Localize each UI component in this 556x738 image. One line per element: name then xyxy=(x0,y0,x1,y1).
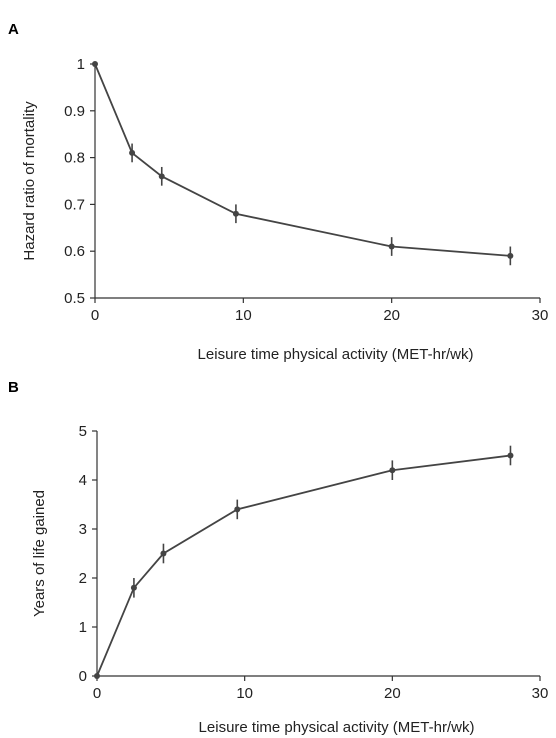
data-point xyxy=(388,243,395,250)
panel-label-b: B xyxy=(8,379,19,396)
x-tick-label: 20 xyxy=(383,307,400,324)
data-point xyxy=(389,467,396,474)
series-line-b xyxy=(96,454,511,677)
x-tick-label: 30 xyxy=(532,685,549,702)
y-tick-label: 0.9 xyxy=(64,103,85,120)
x-tick-label: 10 xyxy=(235,307,252,324)
y-axis-label-b: Years of life gained xyxy=(31,490,48,617)
y-axis-label-a: Hazard ratio of mortality xyxy=(21,101,38,261)
x-tick-label: 10 xyxy=(236,685,253,702)
x-axis-label-b: Leisure time physical activity (MET-hr/w… xyxy=(199,719,475,736)
y-tick-label: 5 xyxy=(79,423,87,440)
y-tick-label: 1 xyxy=(77,56,85,73)
y-tick-label: 1 xyxy=(79,619,87,636)
y-tick-label: 3 xyxy=(79,521,87,538)
y-tick-label: 2 xyxy=(79,570,87,587)
data-point xyxy=(158,173,165,180)
data-point xyxy=(232,210,239,217)
chart-a: A Hazard ratio of mortality Leisure time… xyxy=(8,21,548,363)
x-axis-label-a: Leisure time physical activity (MET-hr/w… xyxy=(198,346,474,363)
x-tick-label: 20 xyxy=(384,685,401,702)
y-tick-label: 0.5 xyxy=(64,290,85,307)
data-point xyxy=(234,506,241,513)
data-point xyxy=(160,550,167,557)
data-point xyxy=(92,61,98,67)
x-tick-label: 0 xyxy=(91,307,99,324)
series-line-a xyxy=(94,63,511,257)
data-point xyxy=(129,149,136,156)
data-point xyxy=(507,252,514,259)
data-point xyxy=(507,452,514,459)
y-tick-label: 4 xyxy=(79,472,87,489)
y-tick-label: 0.8 xyxy=(64,150,85,167)
y-tick-label: 0.7 xyxy=(64,196,85,213)
y-tick-label: 0.6 xyxy=(64,243,85,260)
x-tick-label: 0 xyxy=(93,685,101,702)
x-tick-label: 30 xyxy=(532,307,549,324)
chart-b: B Years of life gained Leisure time phys… xyxy=(8,379,548,736)
data-point xyxy=(130,584,137,591)
panel-label-a: A xyxy=(8,21,19,38)
y-tick-label: 0 xyxy=(79,668,87,685)
data-point xyxy=(94,673,100,679)
